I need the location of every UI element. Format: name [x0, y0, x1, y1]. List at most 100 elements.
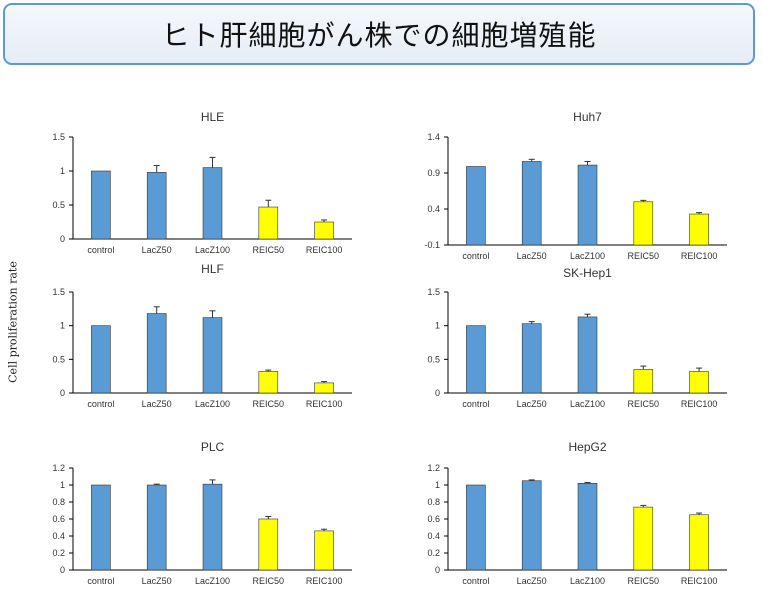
y-tick-label: 0.5 — [52, 354, 65, 364]
category-label: LacZ100 — [570, 251, 605, 261]
category-label: REIC100 — [681, 576, 718, 586]
bar-lacz100 — [202, 317, 223, 394]
y-tick-label: 1 — [435, 480, 440, 490]
category-label: REIC100 — [306, 245, 343, 255]
y-tick-label: 0.8 — [52, 497, 65, 507]
y-tick-label: 1 — [60, 321, 65, 331]
chart-panel-plc: PLC 0 0.2 0.4 0.6 0.8 1 1.2 control LacZ50 LacZ100… — [52, 440, 352, 586]
bar-reic100 — [689, 213, 709, 246]
category-label: REIC100 — [681, 399, 718, 409]
bar-reic100 — [689, 371, 709, 394]
category-label: control — [462, 576, 489, 586]
y-tick-label: 0 — [60, 234, 65, 244]
page-title: ヒト肝細胞がん株での細胞増殖能 — [161, 19, 597, 52]
bar-control — [91, 325, 111, 394]
y-tick-label: 1.2 — [427, 463, 440, 473]
category-label: REIC50 — [253, 399, 285, 409]
chart-panel-hlf: HLF 0 0.5 1 1.5 control LacZ50 LacZ100 REIC50 REI… — [52, 262, 352, 409]
y-tick-label: 1.2 — [52, 463, 65, 473]
y-tick-label: 0.5 — [52, 200, 65, 210]
bar-lacz100 — [202, 167, 223, 240]
category-label: REIC50 — [628, 576, 660, 586]
y-tick-label: 0.4 — [52, 531, 65, 541]
bar-lacz100 — [577, 316, 598, 394]
y-tick-label: 1 — [435, 321, 440, 331]
y-tick-label: 0.8 — [427, 497, 440, 507]
category-label: LacZ100 — [195, 399, 230, 409]
y-tick-label: 1 — [60, 480, 65, 490]
bar-control — [466, 325, 486, 394]
bar-lacz100 — [202, 483, 223, 571]
y-tick-label: 0 — [60, 565, 65, 575]
y-tick-label: 0 — [435, 565, 440, 575]
category-label: LacZ50 — [517, 251, 547, 261]
y-tick-label: 0.2 — [427, 548, 440, 558]
bar-control — [466, 166, 486, 246]
y-tick-label: 0.6 — [52, 514, 65, 524]
y-tick-label: 0.9 — [427, 168, 440, 178]
chart-panel-huh7: Huh7 -0.1 0.4 0.9 1.4 control LacZ50 LacZ100 REI… — [424, 110, 727, 261]
category-label: REIC50 — [628, 399, 660, 409]
category-label: LacZ50 — [517, 576, 547, 586]
chart-title: HepG2 — [568, 440, 606, 454]
bar-reic50 — [258, 206, 279, 240]
bar-lacz100 — [577, 482, 598, 571]
bar-reic100 — [314, 221, 334, 240]
bar-reic50 — [633, 369, 654, 394]
chart-title: Huh7 — [573, 110, 602, 124]
category-label: LacZ50 — [142, 399, 172, 409]
category-label: control — [87, 245, 114, 255]
category-label: LacZ50 — [142, 576, 172, 586]
chart-panel-hle: HLE 0 0.5 1 1.5 control LacZ50 LacZ100 REIC50 REI… — [52, 110, 352, 255]
y-tick-label: 1.4 — [427, 132, 440, 142]
y-tick-label: 0.4 — [427, 531, 440, 541]
bar-reic100 — [314, 382, 334, 394]
category-label: control — [462, 399, 489, 409]
bar-lacz50 — [146, 172, 167, 240]
chart-title: SK-Hep1 — [563, 266, 612, 280]
category-label: REIC100 — [681, 251, 718, 261]
y-tick-label: 0 — [435, 388, 440, 398]
y-tick-label: 0.6 — [427, 514, 440, 524]
bar-reic100 — [689, 514, 709, 571]
bar-reic50 — [258, 518, 279, 571]
category-label: REIC50 — [253, 245, 285, 255]
bar-reic100 — [314, 530, 334, 571]
category-label: REIC100 — [306, 576, 343, 586]
bar-control — [466, 484, 486, 571]
category-label: LacZ100 — [195, 576, 230, 586]
bar-lacz50 — [521, 161, 542, 246]
category-label: LacZ100 — [195, 245, 230, 255]
category-label: LacZ50 — [517, 399, 547, 409]
y-tick-label: 1.5 — [427, 287, 440, 297]
category-label: LacZ50 — [142, 245, 172, 255]
category-label: control — [87, 399, 114, 409]
y-tick-label: 1 — [60, 166, 65, 176]
bar-control — [91, 170, 111, 240]
y-tick-label: 0.5 — [427, 354, 440, 364]
bar-control — [91, 484, 111, 571]
category-label: LacZ100 — [570, 399, 605, 409]
category-label: REIC50 — [253, 576, 285, 586]
bar-reic50 — [258, 371, 279, 394]
chart-panel-hepg2: HepG2 0 0.2 0.4 0.6 0.8 1 1.2 control LacZ50 LacZ1… — [427, 440, 727, 586]
bar-lacz100 — [577, 164, 598, 246]
bar-lacz50 — [521, 480, 542, 571]
category-label: control — [87, 576, 114, 586]
y-tick-label: 0.2 — [52, 548, 65, 558]
y-tick-label: -0.1 — [424, 240, 440, 250]
title-box: ヒト肝細胞がん株での細胞増殖能 — [3, 3, 755, 65]
bar-reic50 — [633, 506, 654, 571]
category-label: REIC50 — [628, 251, 660, 261]
chart-panel-sk-hep1: SK-Hep1 0 0.5 1 1.5 control LacZ50 LacZ100 REIC5… — [427, 266, 727, 409]
bar-lacz50 — [521, 323, 542, 394]
bar-lacz50 — [146, 484, 167, 571]
category-label: LacZ100 — [570, 576, 605, 586]
chart-title: HLF — [201, 262, 224, 276]
y-tick-label: 1.5 — [52, 287, 65, 297]
bar-lacz50 — [146, 313, 167, 394]
y-tick-label: 1.5 — [52, 132, 65, 142]
bar-reic50 — [633, 201, 654, 246]
chart-title: HLE — [201, 110, 224, 124]
